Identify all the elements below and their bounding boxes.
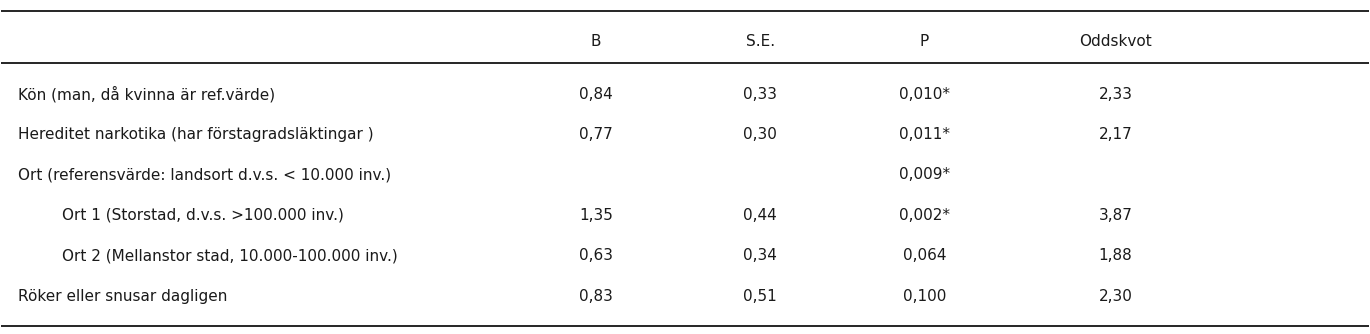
Text: S.E.: S.E. <box>745 34 775 49</box>
Text: Kön (man, då kvinna är ref.värde): Kön (man, då kvinna är ref.värde) <box>18 86 275 103</box>
Text: 2,33: 2,33 <box>1099 87 1133 102</box>
Text: 0,83: 0,83 <box>580 289 612 304</box>
Text: 3,87: 3,87 <box>1099 208 1133 223</box>
Text: 0,010*: 0,010* <box>899 87 949 102</box>
Text: Hereditet narkotika (har förstagradsläktingar ): Hereditet narkotika (har förstagradsläkt… <box>18 127 374 142</box>
Text: 0,63: 0,63 <box>580 248 614 263</box>
Text: 0,002*: 0,002* <box>899 208 949 223</box>
Text: 0,34: 0,34 <box>744 248 777 263</box>
Text: 0,33: 0,33 <box>743 87 777 102</box>
Text: 2,17: 2,17 <box>1099 127 1133 142</box>
Text: Röker eller snusar dagligen: Röker eller snusar dagligen <box>18 289 227 304</box>
Text: 1,88: 1,88 <box>1099 248 1133 263</box>
Text: 0,84: 0,84 <box>580 87 612 102</box>
Text: 2,30: 2,30 <box>1099 289 1133 304</box>
Text: P: P <box>919 34 929 49</box>
Text: 0,011*: 0,011* <box>899 127 949 142</box>
Text: 0,51: 0,51 <box>744 289 777 304</box>
Text: 0,30: 0,30 <box>744 127 777 142</box>
Text: 1,35: 1,35 <box>580 208 612 223</box>
Text: 0,009*: 0,009* <box>899 167 949 182</box>
Text: Ort (referensvärde: landsort d.v.s. < 10.000 inv.): Ort (referensvärde: landsort d.v.s. < 10… <box>18 167 390 182</box>
Text: 0,77: 0,77 <box>580 127 612 142</box>
Text: Oddskvot: Oddskvot <box>1080 34 1152 49</box>
Text: Ort 2 (Mellanstor stad, 10.000-100.000 inv.): Ort 2 (Mellanstor stad, 10.000-100.000 i… <box>62 248 397 263</box>
Text: 0,44: 0,44 <box>744 208 777 223</box>
Text: 0,064: 0,064 <box>903 248 947 263</box>
Text: B: B <box>590 34 601 49</box>
Text: 0,100: 0,100 <box>903 289 945 304</box>
Text: Ort 1 (Storstad, d.v.s. >100.000 inv.): Ort 1 (Storstad, d.v.s. >100.000 inv.) <box>62 208 344 223</box>
